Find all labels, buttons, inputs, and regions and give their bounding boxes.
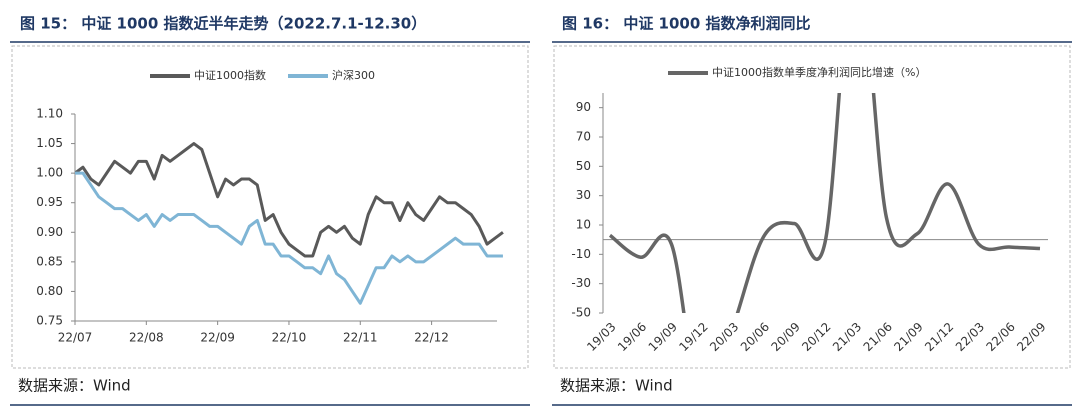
x-tick-label: 22/09 (1014, 320, 1048, 354)
x-tick-label: 22/03 (953, 320, 987, 354)
y-tick-label: 0.95 (36, 195, 63, 209)
x-tick-label: 19/06 (615, 320, 649, 354)
x-tick-label: 19/09 (646, 320, 680, 354)
x-tick-label: 22/11 (343, 331, 378, 345)
y-tick-label: 10 (576, 218, 591, 232)
source-note: 数据来源：Wind (560, 377, 673, 395)
x-tick-label: 19/03 (584, 320, 618, 354)
y-tick-label: 50 (576, 159, 591, 173)
plot-frame (11, 45, 529, 369)
y-tick-label: 30 (576, 188, 591, 202)
legend-label: 中证1000指数 (194, 68, 266, 82)
x-tick-label: 22/10 (272, 331, 307, 345)
x-tick-label: 20/03 (707, 320, 741, 354)
y-tick-label: 0.85 (36, 254, 63, 268)
plot-area (75, 142, 504, 305)
x-tick-label: 22/12 (414, 331, 449, 345)
plot-frame (553, 45, 1071, 369)
x-tick-label: 21/06 (861, 320, 895, 354)
x-tick-label: 22/07 (58, 331, 93, 345)
x-tick-label: 22/09 (200, 331, 235, 345)
y-tick-label: -10 (571, 247, 591, 261)
plot-area (608, 93, 1041, 313)
x-tick-label: 21/03 (830, 320, 864, 354)
chart-title: 图 16： 中证 1000 指数净利润同比 (562, 15, 811, 33)
y-tick-label: 1.10 (36, 107, 63, 121)
y-tick-label: 0.90 (36, 225, 63, 239)
x-tick-label: 19/12 (676, 320, 710, 354)
source-note: 数据来源：Wind (18, 377, 131, 395)
y-tick-label: 1.05 (36, 136, 63, 150)
x-tick-label: 22/06 (984, 320, 1018, 354)
series-line (75, 142, 504, 258)
y-tick-label: 0.80 (36, 284, 63, 298)
y-tick-label: -50 (571, 306, 591, 320)
x-tick-label: 21/09 (891, 320, 925, 354)
x-tick-label: 20/12 (799, 320, 833, 354)
y-tick-label: 0.75 (36, 314, 63, 328)
y-tick-label: 70 (576, 130, 591, 144)
y-tick-label: -30 (571, 276, 591, 290)
x-tick-label: 20/06 (738, 320, 772, 354)
x-tick-label: 20/09 (769, 320, 803, 354)
x-tick-label: 22/08 (129, 331, 164, 345)
legend-label: 中证1000指数单季度净利润同比增速（%） (712, 65, 926, 79)
series-line (75, 171, 503, 305)
legend-label: 沪深300 (332, 68, 375, 82)
x-tick-label: 21/12 (922, 320, 956, 354)
y-tick-label: 1.00 (36, 166, 63, 180)
y-tick-label: 90 (576, 100, 591, 114)
chart-title: 图 15： 中证 1000 指数近半年走势（2022.7.1-12.30） (20, 15, 426, 33)
series-line (608, 93, 1041, 313)
